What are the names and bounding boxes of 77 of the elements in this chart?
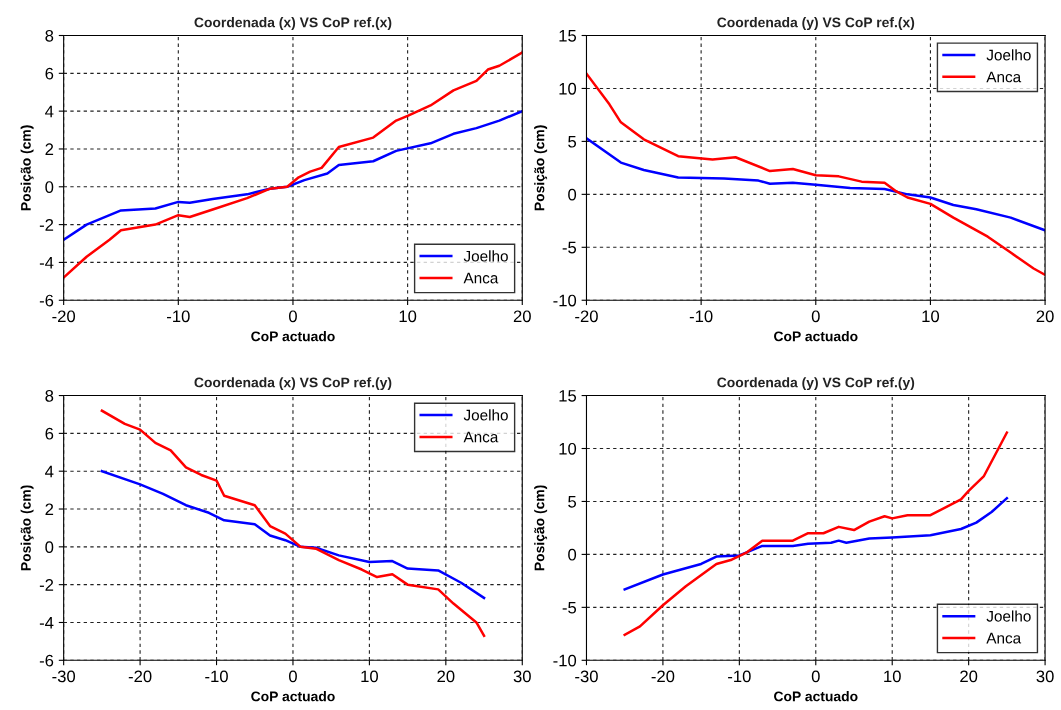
x-tick-label: 10 <box>399 310 417 323</box>
y-tick-label: 10 <box>559 442 577 455</box>
y-tick-label: 8 <box>45 389 54 402</box>
chart-title: Coordenada (x) VS CoP ref.(x) <box>194 17 392 31</box>
x-tick-label: 0 <box>288 310 297 323</box>
line-series <box>623 497 1009 591</box>
y-tick-label: 10 <box>559 82 577 95</box>
chart-title: Coordenada (y) VS CoP ref.(y) <box>717 377 915 391</box>
x-tick-label: 10 <box>361 670 379 683</box>
x-tick-label: 20 <box>960 670 978 683</box>
legend-label: Anca <box>986 632 1022 644</box>
y-tick-label: 6 <box>45 67 54 80</box>
x-tick-label: -30 <box>575 670 598 683</box>
x-tick-label: -10 <box>167 310 190 323</box>
y-tick-label: 2 <box>45 503 54 516</box>
x-tick-label: -20 <box>52 310 76 323</box>
line-series <box>586 72 1046 277</box>
y-tick-label: -10 <box>553 654 577 667</box>
y-tick-label: 0 <box>568 188 577 201</box>
y-tick-label: 8 <box>45 29 54 42</box>
y-axis-title: Posição (cm) <box>20 485 34 571</box>
y-tick-label: 4 <box>45 105 54 118</box>
line-series <box>586 136 1046 232</box>
legend-label: Joelho <box>463 250 508 262</box>
y-tick-label: -10 <box>553 294 577 307</box>
x-tick-label: -20 <box>128 670 152 683</box>
y-tick-label: 5 <box>568 135 577 148</box>
chart-title: Coordenada (y) VS CoP ref.(x) <box>717 17 915 31</box>
x-tick-label: 0 <box>811 670 820 683</box>
y-axis-title: Posição (cm) <box>20 125 34 211</box>
x-axis-title: CoP actuado <box>251 691 335 702</box>
line-series <box>63 109 523 241</box>
y-tick-label: -5 <box>562 601 577 614</box>
x-tick-label: -20 <box>575 310 598 323</box>
x-tick-label: -20 <box>651 670 675 683</box>
y-tick-label: -4 <box>39 257 54 269</box>
x-tick-label: 0 <box>811 310 820 323</box>
x-axis-title: CoP actuado <box>774 691 858 702</box>
legend-label: Anca <box>463 431 499 443</box>
y-tick-label: 0 <box>45 541 54 554</box>
y-tick-label: 6 <box>45 427 54 440</box>
y-tick-label: -2 <box>39 579 54 591</box>
x-tick-label: 30 <box>513 670 531 683</box>
legend-label: Joelho <box>986 610 1031 622</box>
y-axis-title: Posição (cm) <box>534 485 548 571</box>
x-tick-label: 0 <box>288 670 297 683</box>
line-series <box>100 469 486 600</box>
x-tick-label: 30 <box>1036 670 1054 683</box>
legend-label: Joelho <box>463 409 508 421</box>
legend-label: Anca <box>463 272 499 284</box>
x-tick-label: -10 <box>728 670 751 683</box>
x-tick-label: 10 <box>884 670 901 683</box>
y-tick-label: 15 <box>559 390 577 402</box>
chart-title: Coordenada (x) VS CoP ref.(y) <box>194 377 392 391</box>
y-tick-label: -5 <box>562 241 577 254</box>
y-tick-label: -6 <box>39 654 54 667</box>
x-tick-label: -10 <box>689 310 713 323</box>
y-tick-label: 4 <box>45 465 54 478</box>
x-axis-title: CoP actuado <box>774 331 858 342</box>
y-tick-label: -4 <box>39 617 54 629</box>
x-tick-label: -30 <box>52 670 76 683</box>
x-tick-label: 20 <box>1036 310 1054 323</box>
y-tick-label: -2 <box>39 219 54 231</box>
x-tick-label: 20 <box>437 670 455 683</box>
y-axis-title: Posição (cm) <box>534 125 548 211</box>
y-tick-label: -6 <box>39 294 54 307</box>
y-tick-label: 0 <box>45 181 54 193</box>
x-tick-label: -10 <box>205 670 228 683</box>
x-tick-label: 10 <box>922 310 940 323</box>
x-tick-label: 20 <box>513 310 531 323</box>
legend-label: Anca <box>986 71 1022 83</box>
y-tick-label: 5 <box>568 496 577 508</box>
y-tick-label: 2 <box>45 143 54 155</box>
y-tick-label: 15 <box>559 30 577 42</box>
x-axis-title: CoP actuado <box>251 331 335 342</box>
legend-label: Joelho <box>986 49 1031 61</box>
y-tick-label: 0 <box>568 548 577 561</box>
